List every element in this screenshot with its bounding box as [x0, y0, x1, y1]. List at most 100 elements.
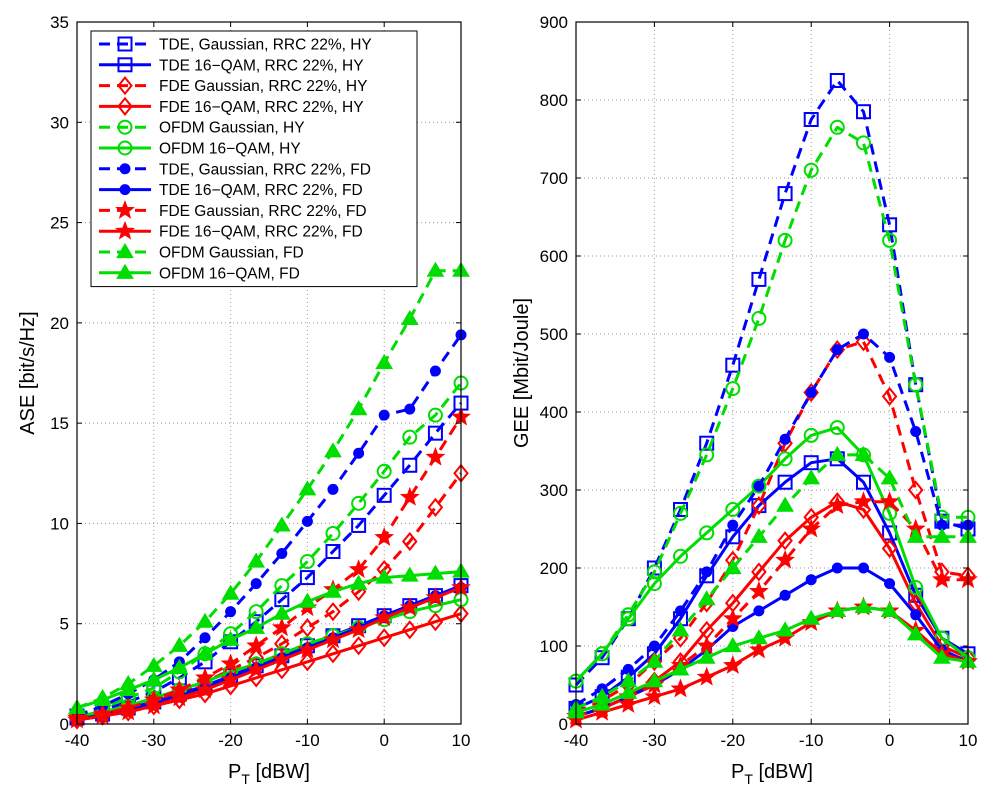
- data-point: [427, 425, 443, 441]
- data-point: [199, 632, 211, 644]
- data-point: [776, 621, 794, 637]
- data-point: [907, 480, 924, 500]
- data-point: [323, 629, 343, 649]
- series-line: [76, 586, 462, 722]
- data-point: [751, 310, 767, 326]
- data-point: [375, 353, 394, 370]
- data-point: [906, 527, 925, 543]
- x-tick-label: -40: [564, 731, 589, 750]
- legend-entry-label: OFDM Gaussian, FD: [159, 245, 304, 262]
- x-tick-label: 0: [379, 731, 388, 750]
- plot-frame: [575, 21, 969, 725]
- data-point: [908, 377, 924, 393]
- data-point: [908, 580, 924, 595]
- series-line: [76, 586, 462, 722]
- data-point: [298, 480, 317, 496]
- ase-chart: -40 -30 -20 -10 0 10 0 5 10 15 20 25 30 35 PT [dBW] ASE…: [17, 13, 471, 787]
- plot-frame: [76, 21, 462, 725]
- data-point: [881, 386, 898, 406]
- data-point: [250, 578, 262, 590]
- data-point: [399, 486, 420, 506]
- series-line: [575, 332, 968, 706]
- legend: TDE, Gaussian, RRC 22%, HY TDE 16−QAM, RR…: [90, 30, 418, 288]
- data-point: [853, 491, 874, 511]
- data-point: [749, 639, 769, 659]
- x-axis-label-subscript: T: [241, 771, 250, 787]
- x-axis-label: PT [dBW]: [228, 761, 310, 787]
- data-point: [353, 447, 365, 459]
- data-point: [803, 112, 819, 127]
- x-axis-label-symbol: P: [731, 761, 744, 783]
- data-point: [776, 496, 794, 512]
- data-point: [644, 686, 665, 706]
- y-tick-label: 600: [540, 247, 568, 266]
- legend-swatch-marker: [119, 163, 131, 175]
- data-point: [297, 639, 318, 659]
- data-point: [196, 612, 214, 628]
- x-tick-label: -20: [721, 731, 746, 750]
- series-markers: [67, 577, 471, 729]
- legend-entry-label: FDE 16−QAM, RRC 22%, HY: [159, 99, 364, 116]
- series-line: [575, 457, 969, 710]
- data-point: [272, 516, 291, 532]
- series-group: [67, 261, 471, 730]
- data-point: [276, 548, 288, 560]
- data-point: [725, 381, 741, 397]
- legend-swatch-marker: [117, 96, 133, 116]
- data-point: [673, 548, 689, 564]
- data-point: [881, 538, 898, 559]
- x-tick-label: -20: [218, 731, 243, 750]
- data-point: [723, 559, 742, 575]
- data-point: [399, 597, 420, 617]
- data-point: [119, 680, 138, 697]
- y-tick-label: 15: [50, 414, 69, 433]
- x-tick-label: 10: [959, 731, 978, 750]
- series-markers: [570, 328, 974, 710]
- data-point: [221, 584, 240, 600]
- data-point: [92, 705, 113, 725]
- data-point: [829, 73, 845, 88]
- series-line: [575, 340, 969, 714]
- legend-entry-label: OFDM Gaussian, HY: [159, 120, 305, 137]
- legend-swatch-marker: [117, 119, 133, 135]
- y-tick-label: 200: [540, 559, 568, 578]
- legend-swatch-marker: [116, 263, 134, 279]
- data-point: [593, 695, 611, 711]
- data-point: [375, 568, 394, 584]
- data-point: [620, 607, 636, 623]
- legend-swatch-marker: [117, 140, 133, 156]
- data-point: [618, 694, 639, 713]
- x-tick-label: -10: [799, 731, 824, 750]
- data-point: [831, 344, 843, 356]
- data-point: [910, 609, 922, 621]
- x-tick-label: -40: [65, 731, 90, 750]
- legend-box: [90, 30, 418, 288]
- data-point: [725, 502, 741, 517]
- legend-entry-label: FDE 16−QAM, RRC 22%, FD: [159, 224, 363, 241]
- data-point: [931, 569, 952, 589]
- data-point: [349, 400, 368, 416]
- data-point: [910, 426, 922, 437]
- data-point: [402, 429, 418, 445]
- data-point: [93, 690, 112, 707]
- data-point: [169, 687, 190, 707]
- data-point: [324, 442, 342, 458]
- data-point: [831, 562, 843, 574]
- y-tick-label: 900: [540, 13, 568, 32]
- series-line: [575, 566, 969, 718]
- y-tick-label: 100: [540, 637, 568, 656]
- data-point: [779, 433, 791, 445]
- data-point: [751, 478, 767, 494]
- data-point: [671, 660, 690, 676]
- data-point: [671, 621, 690, 637]
- legend-swatch-marker: [115, 220, 135, 240]
- data-point: [351, 495, 367, 511]
- data-point: [247, 618, 266, 634]
- data-point: [645, 672, 664, 688]
- data-point: [802, 609, 821, 625]
- data-point: [646, 576, 662, 592]
- y-tick-label: 5: [60, 615, 69, 634]
- data-point: [777, 531, 793, 551]
- data-point: [857, 328, 869, 340]
